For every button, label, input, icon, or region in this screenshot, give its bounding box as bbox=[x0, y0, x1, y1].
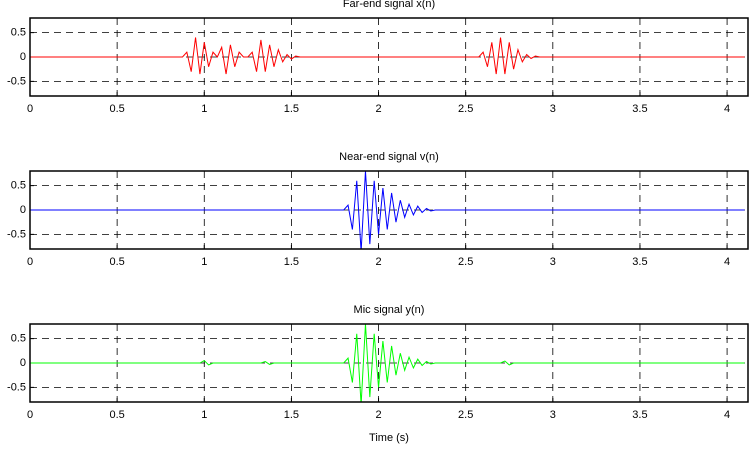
x-tick-label: 3.5 bbox=[632, 103, 647, 115]
x-tick-label: 0 bbox=[27, 409, 33, 421]
subplot-title: Far-end signal x(n) bbox=[343, 0, 435, 10]
x-tick-label: 4 bbox=[724, 409, 730, 421]
axes-frame bbox=[29, 17, 749, 97]
subplot: Mic signal y(n) -0.5 0 0.5 0 0.5 1 1.5 2 2.5 3 3.5 4… bbox=[7, 304, 749, 444]
x-tick-label: 0.5 bbox=[109, 256, 124, 268]
x-tick-label: 1.5 bbox=[284, 256, 299, 268]
plot-area bbox=[30, 324, 745, 402]
axes-frame bbox=[29, 170, 749, 250]
y-tick-label: 0.5 bbox=[11, 180, 26, 192]
y-tick-label: 0.5 bbox=[11, 27, 26, 39]
x-tick-label: 1.5 bbox=[284, 409, 299, 421]
y-tick-label: 0 bbox=[20, 51, 26, 63]
x-tick-label: 3 bbox=[550, 409, 556, 421]
x-tick-label: 0.5 bbox=[109, 103, 124, 115]
subplot: Near-end signal v(n) -0.5 0 0.5 0 0.5 1 1.5 2 2.5… bbox=[7, 151, 749, 268]
x-tick-label: 1 bbox=[201, 409, 207, 421]
y-tick-label: 0.5 bbox=[11, 333, 26, 345]
y-tick-label: -0.5 bbox=[7, 228, 26, 240]
subplot: Far-end signal x(n) -0.5 0 0.5 0 0.5 1 1.5 2 2.5 3… bbox=[7, 0, 749, 115]
x-tick-label: 1 bbox=[201, 256, 207, 268]
x-tick-label: 0 bbox=[27, 103, 33, 115]
signal-line bbox=[30, 171, 745, 249]
subplot-title: Near-end signal v(n) bbox=[339, 151, 439, 163]
x-tick-label: 3 bbox=[550, 103, 556, 115]
x-tick-label: 3.5 bbox=[632, 256, 647, 268]
x-tick-label: 2 bbox=[375, 103, 381, 115]
x-tick-label: 4 bbox=[724, 103, 730, 115]
x-tick-label: 0.5 bbox=[109, 409, 124, 421]
x-tick-label: 1.5 bbox=[284, 103, 299, 115]
x-tick-label: 0 bbox=[27, 256, 33, 268]
x-tick-label: 2 bbox=[375, 256, 381, 268]
y-tick-label: -0.5 bbox=[7, 381, 26, 393]
y-tick-label: 0 bbox=[20, 204, 26, 216]
x-tick-label: 3.5 bbox=[632, 409, 647, 421]
plot-area bbox=[30, 171, 745, 249]
x-tick-label: 1 bbox=[201, 103, 207, 115]
x-tick-label: 2 bbox=[375, 409, 381, 421]
x-tick-label: 2.5 bbox=[458, 409, 473, 421]
y-tick-label: -0.5 bbox=[7, 75, 26, 87]
x-tick-label: 4 bbox=[724, 256, 730, 268]
axes-frame bbox=[29, 323, 749, 403]
x-tick-label: 3 bbox=[550, 256, 556, 268]
y-tick-label: 0 bbox=[20, 357, 26, 369]
x-tick-label: 2.5 bbox=[458, 256, 473, 268]
signal-line bbox=[30, 37, 745, 75]
x-axis-label: Time (s) bbox=[369, 432, 409, 444]
plot-area bbox=[30, 37, 745, 75]
x-tick-label: 2.5 bbox=[458, 103, 473, 115]
subplot-title: Mic signal y(n) bbox=[354, 304, 425, 316]
signal-line bbox=[30, 324, 745, 402]
